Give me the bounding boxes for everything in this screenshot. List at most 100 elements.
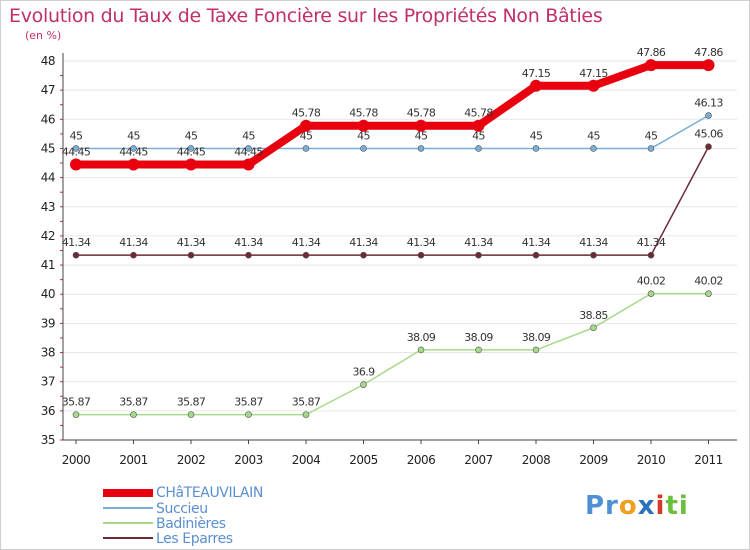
data-label: 47.15 [579, 67, 608, 80]
series-line-3 [72, 61, 713, 169]
data-label: 45 [127, 129, 140, 142]
data-point [360, 145, 367, 152]
data-label: 47.86 [694, 46, 723, 59]
data-label: 45 [587, 129, 600, 142]
data-label: 45 [472, 129, 485, 142]
y-tick-label: 42 [41, 229, 55, 243]
data-point [245, 145, 252, 152]
data-label: 41.34 [234, 236, 263, 249]
data-label: 36.9 [352, 366, 375, 379]
x-tick-label: 2003 [234, 453, 263, 467]
data-label: 45.06 [694, 128, 723, 141]
data-label: 41.34 [522, 236, 551, 249]
data-point [245, 411, 252, 418]
data-point [532, 145, 540, 152]
legend-label-badinieres: Badinières [156, 516, 226, 532]
data-label: 35.87 [177, 396, 206, 409]
y-tick-label: 38 [41, 346, 55, 360]
data-point [360, 381, 367, 388]
data-label: 35.87 [234, 396, 263, 409]
data-label: 41.34 [407, 236, 436, 249]
data-label: 45.78 [407, 107, 436, 120]
x-tick-label: 2004 [292, 453, 321, 467]
x-tick-label: 2005 [349, 453, 378, 467]
data-point [587, 79, 600, 92]
x-tick-label: 2002 [177, 453, 206, 467]
data-point [130, 251, 137, 259]
data-point [357, 119, 370, 132]
data-point [645, 59, 657, 72]
x-tick-label: 2001 [119, 453, 148, 467]
data-point [130, 411, 137, 418]
y-axis-unit: (en %) [25, 29, 62, 42]
data-label: 44.45 [177, 145, 206, 158]
data-label: 47.86 [637, 46, 666, 59]
y-tick-label: 46 [41, 112, 55, 126]
data-label: 45 [70, 129, 83, 142]
data-label: 45.78 [292, 107, 321, 120]
data-label: 45 [645, 129, 658, 142]
x-tick-label: 2007 [464, 453, 493, 467]
data-label: 44.45 [62, 145, 91, 158]
data-point [185, 158, 197, 171]
data-point [302, 411, 310, 418]
data-label: 45 [185, 129, 198, 142]
data-point [127, 158, 140, 171]
y-tick-label: 35 [41, 433, 55, 447]
data-label: 41.34 [177, 236, 206, 249]
data-point [72, 145, 80, 152]
y-tick-label: 45 [41, 141, 55, 155]
data-label: 40.02 [694, 275, 723, 288]
data-label: 38.85 [579, 309, 608, 322]
data-point [302, 145, 310, 152]
data-label: 41.34 [119, 236, 148, 249]
y-tick-label: 47 [41, 83, 55, 97]
data-point [475, 145, 482, 152]
legend-label-les-eparres: Les Eparres [156, 531, 233, 547]
series-line-0 [75, 145, 710, 256]
data-point [242, 158, 255, 171]
data-point [417, 251, 425, 259]
data-label: 46.13 [694, 97, 723, 110]
data-point [187, 145, 195, 152]
data-point [415, 119, 427, 132]
data-label: 41.34 [464, 236, 493, 249]
data-point [532, 251, 540, 259]
data-label: 38.09 [464, 331, 493, 344]
data-label: 45 [415, 129, 428, 142]
y-tick-label: 48 [41, 54, 55, 68]
data-point [475, 346, 482, 354]
data-point [590, 324, 597, 332]
data-point [532, 346, 540, 354]
data-point [705, 143, 712, 151]
data-label: 45 [300, 129, 313, 142]
data-label: 45.78 [349, 107, 378, 120]
data-label: 44.45 [119, 145, 148, 158]
data-label: 45 [242, 129, 255, 142]
legend-label-succieu: Succieu [156, 501, 208, 517]
data-point [360, 251, 367, 259]
data-point [590, 251, 597, 259]
data-label: 41.34 [292, 236, 321, 249]
data-point [70, 158, 82, 171]
x-tick-label: 2010 [637, 453, 666, 467]
data-point [245, 251, 252, 259]
y-tick-label: 37 [41, 375, 55, 389]
data-label: 40.02 [637, 275, 666, 288]
x-tick-label: 2011 [694, 453, 723, 467]
y-tick-label: 40 [41, 287, 55, 301]
data-label: 41.34 [349, 236, 378, 249]
data-point [72, 411, 80, 418]
data-point [72, 251, 80, 259]
x-tick-label: 2006 [407, 453, 436, 467]
y-tick-label: 36 [41, 404, 55, 418]
proxiti-logo: Proxiti [585, 491, 689, 521]
data-label: 44.45 [234, 145, 263, 158]
data-point [187, 411, 195, 418]
logo-part-ti: ti [665, 491, 689, 521]
x-tick-label: 2008 [522, 453, 551, 467]
data-label: 41.34 [62, 236, 91, 249]
series-line-2 [75, 114, 710, 150]
